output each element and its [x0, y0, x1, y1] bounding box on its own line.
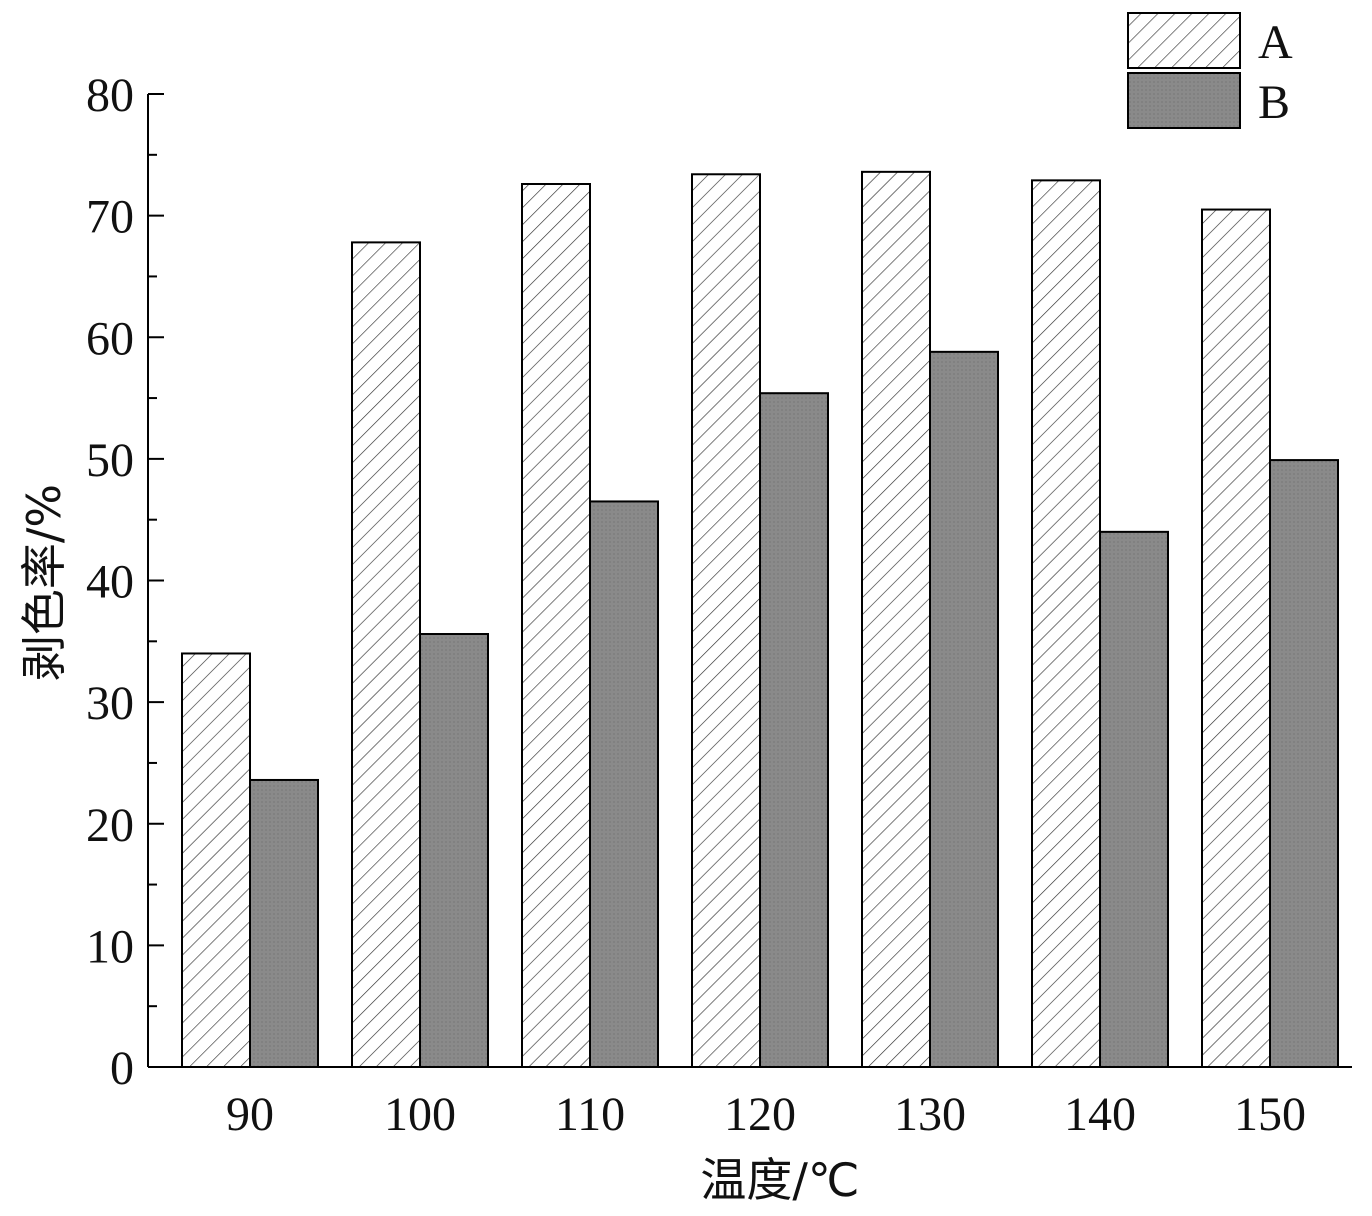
y-ticks: 0 10 20 30 40 50 60 70 80 — [86, 69, 164, 1095]
y-tick-label: 40 — [86, 556, 134, 609]
bar-A-100 — [351, 241, 421, 1068]
y-axis-title: 剥色率/% — [17, 484, 71, 681]
x-tick-label: 90 — [226, 1088, 274, 1141]
x-tick-label: 150 — [1234, 1088, 1306, 1141]
y-tick-label: 70 — [86, 191, 134, 244]
legend-swatch-A — [1127, 12, 1241, 69]
legend-label-A: A — [1258, 16, 1293, 69]
bar-A-140 — [1031, 179, 1101, 1068]
bar-B-150 — [1269, 459, 1339, 1068]
legend: AB — [1127, 12, 1293, 129]
x-ticks: 90 100 110 120 130 140 150 — [226, 1088, 1306, 1141]
bar-B-130 — [929, 350, 999, 1069]
y-tick-label: 10 — [86, 920, 134, 973]
bar-A-130 — [861, 170, 931, 1068]
bar-B-90 — [249, 778, 319, 1069]
x-axis-title: 温度/℃ — [700, 1153, 859, 1207]
bar-A-120 — [691, 173, 761, 1068]
x-tick-label: 130 — [894, 1088, 966, 1141]
bar-B-120 — [759, 392, 829, 1068]
bar-B-110 — [589, 500, 659, 1069]
x-tick-label: 100 — [384, 1088, 456, 1141]
x-tick-label: 120 — [724, 1088, 796, 1141]
y-tick-label: 30 — [86, 677, 134, 730]
y-tick-label: 0 — [110, 1042, 134, 1095]
y-tick-label: 20 — [86, 799, 134, 852]
bar-B-140 — [1099, 530, 1169, 1068]
x-tick-label: 140 — [1064, 1088, 1136, 1141]
y-tick-label: 80 — [86, 69, 134, 122]
legend-swatch-B — [1127, 72, 1241, 129]
legend-label-B: B — [1258, 76, 1290, 129]
bar-A-150 — [1201, 208, 1271, 1068]
bar-B-100 — [419, 633, 489, 1068]
y-tick-label: 60 — [86, 312, 134, 365]
bar-A-90 — [181, 652, 251, 1068]
bar-A-110 — [521, 183, 591, 1068]
bars-layer — [181, 170, 1339, 1069]
y-tick-label: 50 — [86, 434, 134, 487]
x-tick-label: 110 — [555, 1088, 625, 1141]
